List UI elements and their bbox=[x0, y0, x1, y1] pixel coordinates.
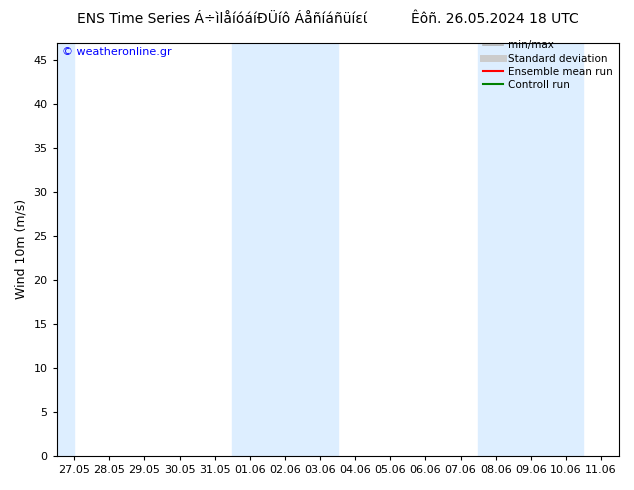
Bar bbox=[478, 43, 583, 456]
Text: Êôñ. 26.05.2024 18 UTC: Êôñ. 26.05.2024 18 UTC bbox=[411, 12, 578, 26]
Y-axis label: Wind 10m (m/s): Wind 10m (m/s) bbox=[15, 199, 28, 299]
Text: ENS Time Series Á÷ìlåíóáíÐÜíô Áåñíáñüíεί: ENS Time Series Á÷ìlåíóáíÐÜíô Áåñíáñüíεί bbox=[77, 12, 367, 26]
Bar bbox=[56, 43, 74, 456]
Text: © weatheronline.gr: © weatheronline.gr bbox=[62, 47, 172, 57]
Legend: min/max, Standard deviation, Ensemble mean run, Controll run: min/max, Standard deviation, Ensemble me… bbox=[479, 36, 616, 94]
Bar bbox=[232, 43, 338, 456]
